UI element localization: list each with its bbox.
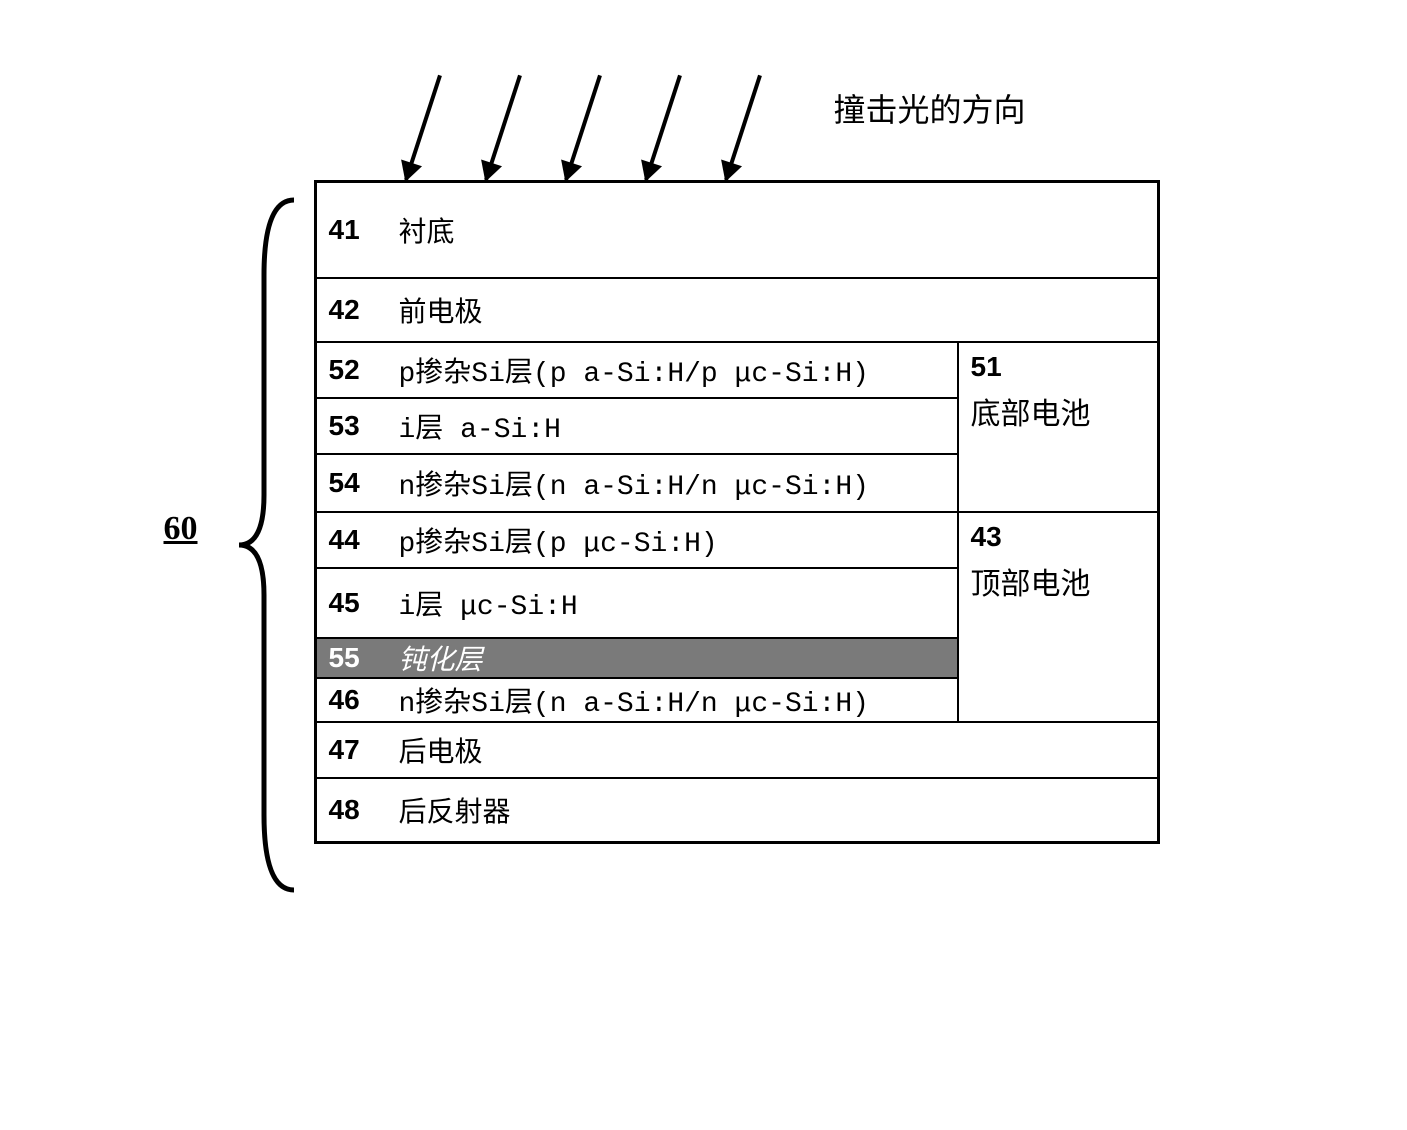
layer-row: 42前电极 — [317, 279, 1157, 343]
layer-label: 后电极 — [399, 730, 483, 770]
layer-label: n掺杂Si层(n a-Si:H/n μc-Si:H) — [399, 680, 869, 720]
layer-number: 54 — [329, 467, 399, 499]
layer-stack: 41衬底42前电极52p掺杂Si层(p a-Si:H/p μc-Si:H)53i… — [314, 180, 1160, 844]
group-label: 底部电池 — [971, 398, 1091, 431]
curly-brace-icon — [234, 195, 304, 895]
layer-label: p掺杂Si层(p a-Si:H/p μc-Si:H) — [399, 350, 869, 390]
layer-group-rows: 52p掺杂Si层(p a-Si:H/p μc-Si:H)53i层 a-Si:H5… — [317, 343, 959, 511]
layer-row: 46n掺杂Si层(n a-Si:H/n μc-Si:H) — [317, 679, 957, 721]
light-arrow-icon — [404, 75, 442, 181]
layer-label: 前电极 — [399, 290, 483, 330]
light-arrow-icon — [644, 75, 682, 181]
layer-group-rows: 44p掺杂Si层(p μc-Si:H)45i层 μc-Si:H55钝化层46n掺… — [317, 513, 959, 721]
group-label: 顶部电池 — [971, 568, 1091, 601]
layer-number: 45 — [329, 587, 399, 619]
layer-label: n掺杂Si层(n a-Si:H/n μc-Si:H) — [399, 463, 869, 503]
light-arrow-icon — [484, 75, 522, 181]
layer-row: 47后电极 — [317, 723, 1157, 779]
layer-group: 44p掺杂Si层(p μc-Si:H)45i层 μc-Si:H55钝化层46n掺… — [317, 513, 1157, 723]
layer-label: i层 a-Si:H — [399, 406, 561, 446]
layer-number: 42 — [329, 294, 399, 326]
layer-row: 48后反射器 — [317, 779, 1157, 841]
group-number: 51 — [971, 351, 1091, 383]
layer-row: 45i层 μc-Si:H — [317, 569, 957, 639]
layer-label: 衬底 — [399, 210, 455, 250]
layer-label: i层 μc-Si:H — [399, 583, 578, 623]
layer-number: 48 — [329, 794, 399, 826]
layer-group-annotation: 43 顶部电池 — [959, 513, 1149, 721]
layer-number: 44 — [329, 524, 399, 556]
assembly-reference-number: 60 — [164, 510, 198, 548]
layer-row: 41衬底 — [317, 183, 1157, 279]
layer-label: 钝化层 — [399, 638, 483, 678]
layer-group: 52p掺杂Si层(p a-Si:H/p μc-Si:H)53i层 a-Si:H5… — [317, 343, 1157, 513]
layer-row: 54n掺杂Si层(n a-Si:H/n μc-Si:H) — [317, 455, 957, 511]
layer-number: 46 — [329, 684, 399, 716]
light-direction-label: 撞击光的方向 — [834, 85, 1026, 131]
layer-label: 后反射器 — [399, 790, 511, 830]
layer-row: 44p掺杂Si层(p μc-Si:H) — [317, 513, 957, 569]
layer-group-annotation: 51 底部电池 — [959, 343, 1149, 511]
layer-row: 53i层 a-Si:H — [317, 399, 957, 455]
group-number: 43 — [971, 521, 1091, 553]
solar-cell-layer-diagram: 撞击光的方向 60 41衬底42前电极52p掺杂Si层(p a-Si:H/p μ… — [154, 40, 1254, 844]
layer-row: 52p掺杂Si层(p a-Si:H/p μc-Si:H) — [317, 343, 957, 399]
light-arrow-icon — [724, 75, 762, 181]
layer-number: 41 — [329, 214, 399, 246]
layer-row: 55钝化层 — [317, 639, 957, 679]
layer-number: 53 — [329, 410, 399, 442]
layer-number: 47 — [329, 734, 399, 766]
light-arrow-icon — [564, 75, 602, 181]
layer-number: 52 — [329, 354, 399, 386]
layer-number: 55 — [329, 642, 399, 674]
light-arrows-region: 撞击光的方向 — [354, 40, 1174, 180]
layer-label: p掺杂Si层(p μc-Si:H) — [399, 520, 718, 560]
